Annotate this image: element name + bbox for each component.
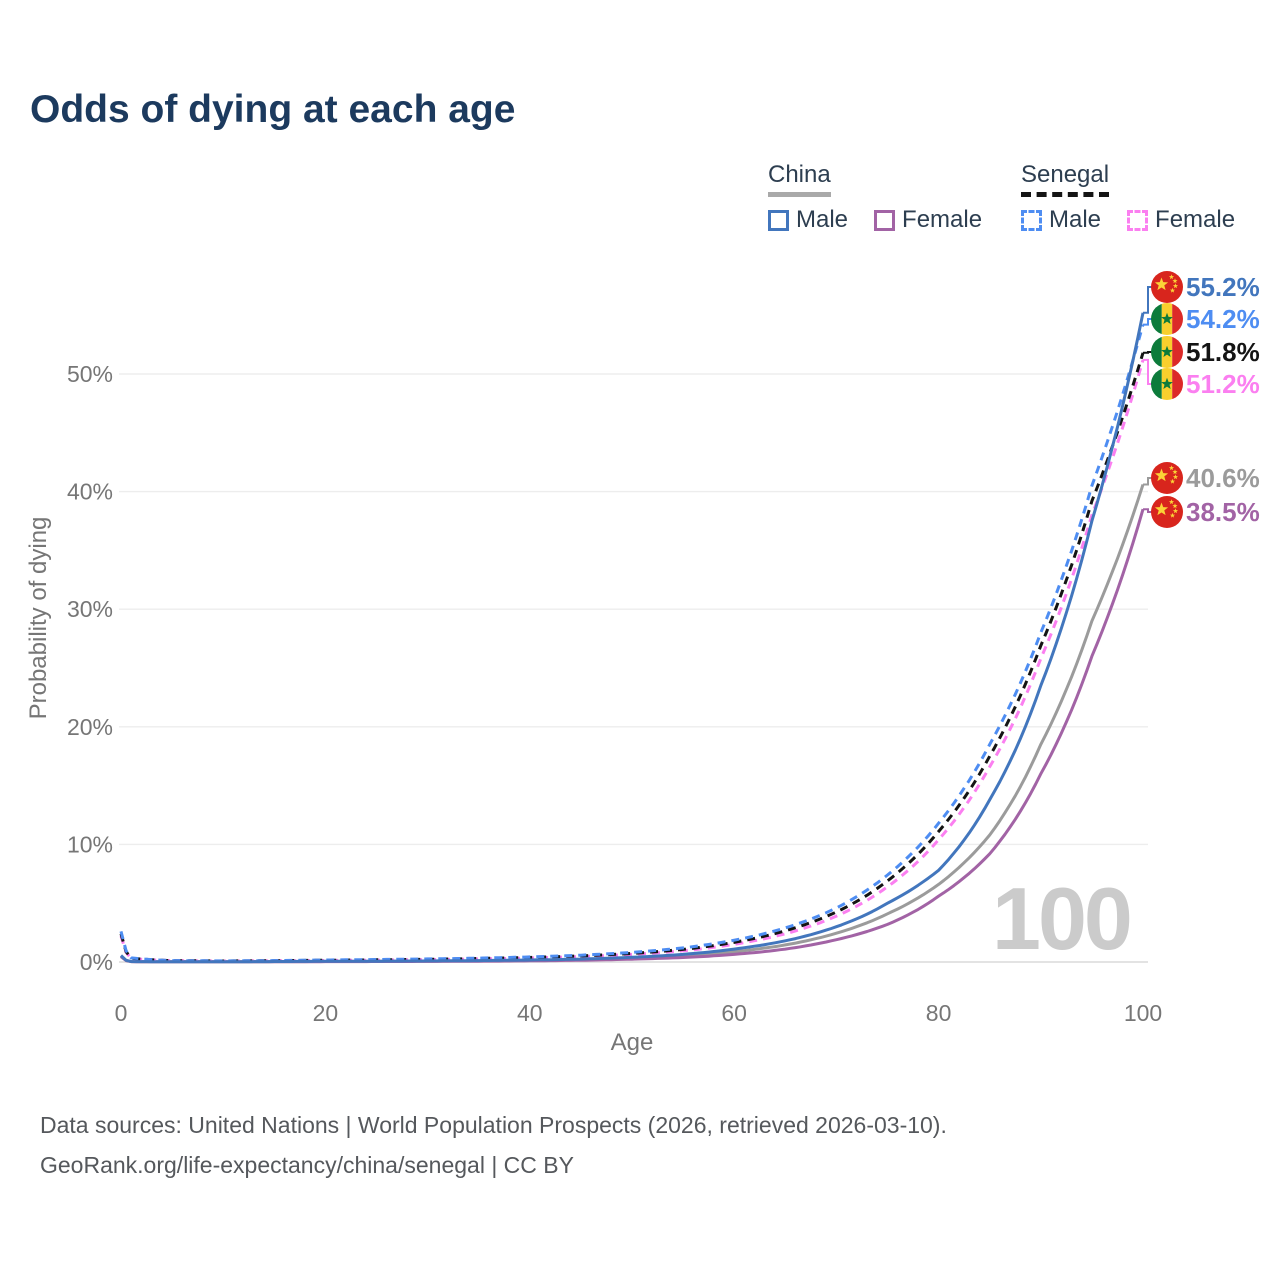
china-male-swatch-icon bbox=[768, 209, 789, 231]
senegal-female-swatch-icon bbox=[1127, 209, 1149, 231]
legend-label-senegal-male: Male bbox=[1049, 206, 1102, 233]
series-line-china-male bbox=[119, 312, 1145, 964]
legend-china-row: Male Female bbox=[768, 206, 982, 234]
legend-label-china-male: Male bbox=[796, 206, 849, 233]
label-connector bbox=[1143, 351, 1152, 354]
x-tick-label: 80 bbox=[926, 1000, 952, 1026]
end-label-value: 55.2% bbox=[1186, 272, 1260, 302]
legend-item-senegal-male[interactable]: Male bbox=[1021, 206, 1101, 234]
legend-china-header[interactable]: China bbox=[768, 161, 831, 197]
legend-senegal-row: Male Female bbox=[1021, 206, 1235, 234]
footer-data-sources: Data sources: United Nations | World Pop… bbox=[40, 1112, 947, 1138]
senegal-flag-icon bbox=[1151, 368, 1183, 400]
y-tick-label: 10% bbox=[67, 831, 113, 857]
china-flag-icon bbox=[1151, 496, 1183, 528]
end-label-value: 38.5% bbox=[1186, 497, 1260, 527]
x-tick-label: 20 bbox=[313, 1000, 339, 1026]
china-female-swatch-icon bbox=[874, 209, 896, 231]
footer-attribution: GeoRank.org/life-expectancy/china/senega… bbox=[40, 1152, 574, 1178]
y-tick-label: 30% bbox=[67, 596, 113, 622]
end-label-value: 54.2% bbox=[1186, 304, 1260, 334]
x-axis-title: Age bbox=[611, 1029, 654, 1056]
end-label-value: 40.6% bbox=[1186, 463, 1260, 493]
label-connector bbox=[1143, 477, 1152, 486]
label-connector bbox=[1143, 508, 1152, 513]
y-tick-label: 40% bbox=[67, 479, 113, 505]
page-title: Odds of dying at each age bbox=[30, 88, 516, 131]
senegal-flag-icon bbox=[1151, 303, 1183, 335]
legend-senegal-header[interactable]: Senegal bbox=[1021, 161, 1110, 197]
china-flag-icon bbox=[1151, 462, 1183, 494]
end-label-value: 51.8% bbox=[1186, 337, 1260, 367]
x-tick-label: 60 bbox=[721, 1000, 747, 1026]
senegal-male-swatch-icon bbox=[1021, 209, 1042, 231]
y-tick-label: 50% bbox=[67, 361, 113, 387]
legend-group-china: China Male Female bbox=[768, 161, 982, 234]
legend-item-senegal-female[interactable]: Female bbox=[1127, 206, 1235, 234]
series-line-senegal-both bbox=[119, 352, 1145, 963]
x-tick-label: 100 bbox=[1124, 1000, 1162, 1026]
series-line-china-both bbox=[120, 484, 1145, 964]
y-tick-label: 20% bbox=[67, 714, 113, 740]
china-flag-icon bbox=[1151, 271, 1183, 303]
series-line-senegal-female bbox=[119, 359, 1145, 963]
series-line-china-female bbox=[120, 508, 1145, 964]
legend-label-china-female: Female bbox=[902, 206, 983, 233]
label-connector bbox=[1143, 286, 1152, 314]
legend-item-china-female[interactable]: Female bbox=[874, 206, 982, 234]
legend-group-senegal: Senegal Male Female bbox=[1021, 161, 1235, 234]
label-connector bbox=[1143, 318, 1152, 326]
legend-item-china-male[interactable]: Male bbox=[768, 206, 848, 234]
y-axis-title: Probability of dying bbox=[25, 517, 52, 720]
senegal-flag-icon bbox=[1151, 336, 1183, 368]
y-tick-label: 0% bbox=[80, 949, 113, 975]
legend-label-senegal-female: Female bbox=[1155, 206, 1236, 233]
label-connector bbox=[1143, 358, 1152, 385]
footer: Data sources: United Nations | World Pop… bbox=[40, 1105, 947, 1185]
x-tick-label: 0 bbox=[115, 1000, 128, 1026]
age-counter-watermark: 100 bbox=[992, 869, 1133, 968]
series-line-senegal-male bbox=[119, 324, 1145, 963]
x-tick-label: 40 bbox=[517, 1000, 543, 1026]
end-label-value: 51.2% bbox=[1186, 369, 1260, 399]
